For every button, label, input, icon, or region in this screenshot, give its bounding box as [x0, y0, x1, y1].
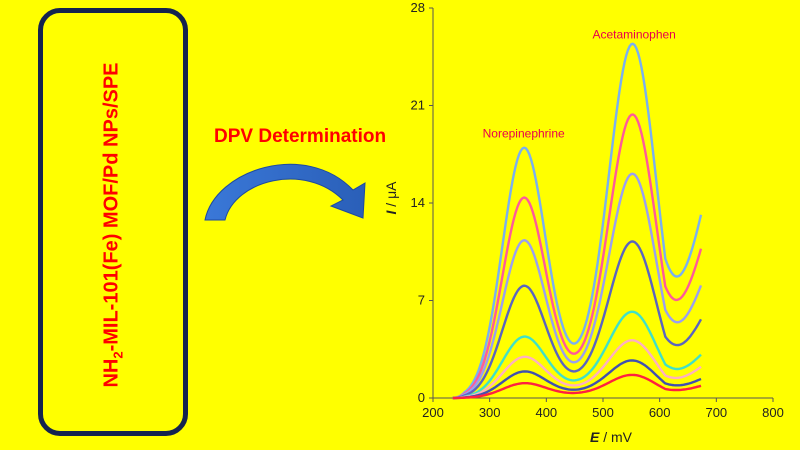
x-tick-label: 800 — [762, 405, 784, 420]
y-tick-label: 21 — [411, 98, 425, 113]
y-tick-label: 7 — [418, 293, 425, 308]
y-tick-label: 28 — [411, 0, 425, 15]
series-line — [452, 42, 703, 400]
dpv-determination-label: DPV Determination — [214, 126, 387, 147]
y-axis-label: I / μA — [383, 181, 399, 215]
series-line — [452, 172, 703, 400]
x-tick-label: 700 — [705, 405, 727, 420]
x-tick-label: 500 — [592, 405, 614, 420]
curved-arrow-icon — [204, 163, 366, 221]
series-line — [452, 310, 702, 400]
annotation-label: Acetaminophen — [592, 28, 675, 42]
x-tick-label: 600 — [649, 405, 671, 420]
series-line — [452, 359, 702, 400]
series-line — [452, 240, 703, 400]
annotation-label: Norepinephrine — [483, 127, 565, 141]
y-tick-label: 0 — [418, 390, 425, 405]
electrode-frame — [38, 8, 188, 436]
series-line — [452, 113, 703, 400]
y-tick-label: 14 — [411, 195, 425, 210]
series-line — [452, 339, 702, 400]
series-line — [452, 373, 702, 400]
x-axis-label: E / mV — [590, 429, 633, 445]
x-tick-label: 400 — [535, 405, 557, 420]
x-tick-label: 300 — [479, 405, 501, 420]
x-tick-label: 200 — [422, 405, 444, 420]
